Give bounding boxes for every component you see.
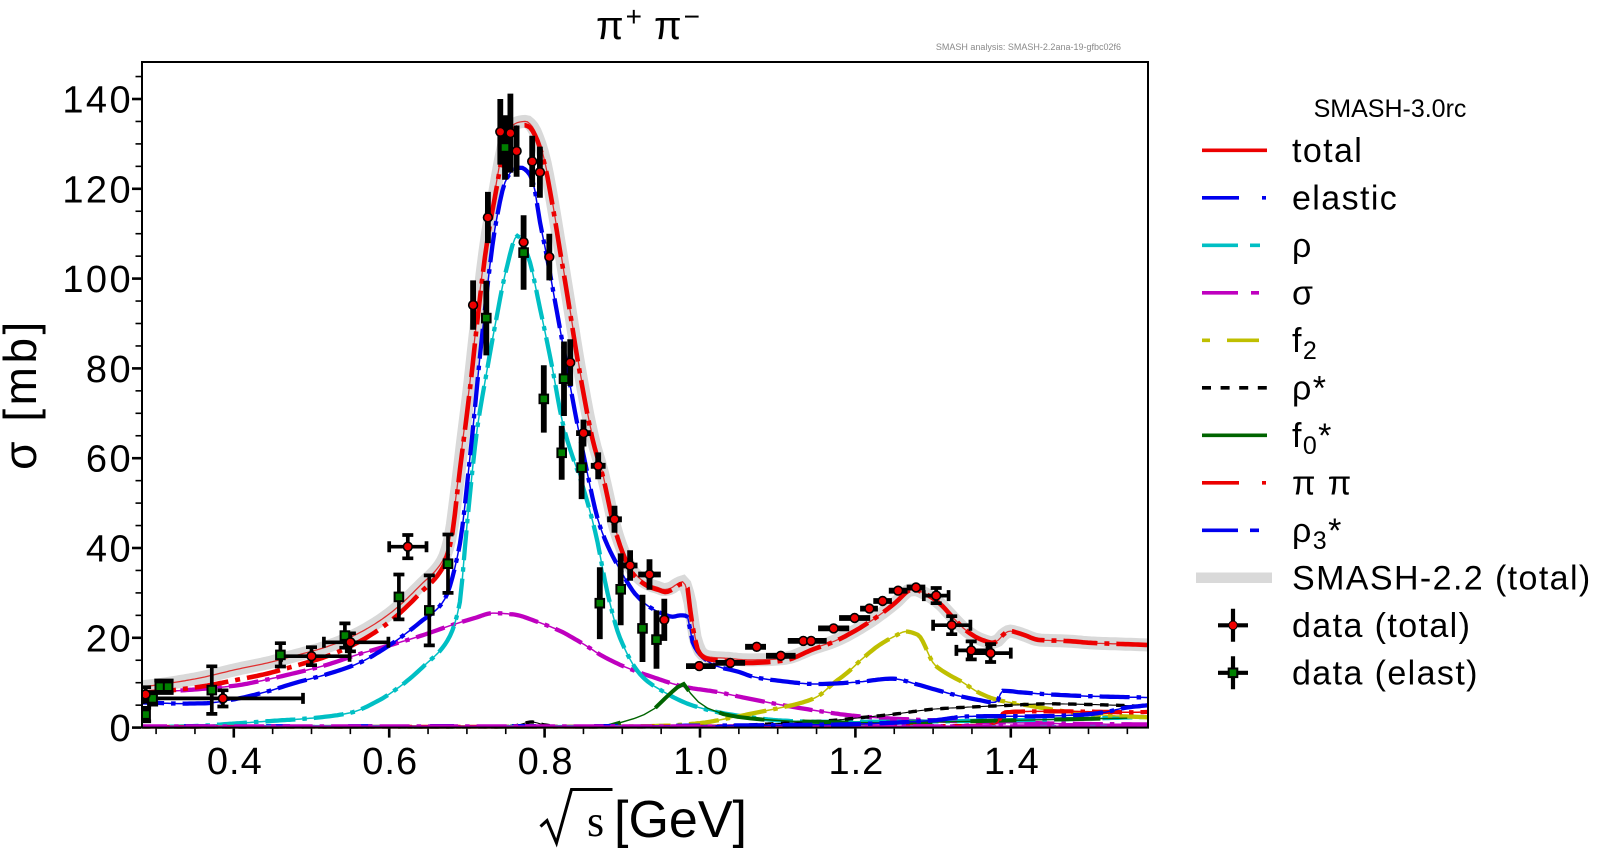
svg-text:0: 0 [109, 708, 133, 750]
svg-text:ρ*: ρ* [1292, 369, 1327, 407]
svg-text:data (total): data (total) [1292, 607, 1471, 645]
svg-text:elastic: elastic [1292, 179, 1398, 217]
svg-text:40: 40 [86, 529, 133, 571]
svg-text:100: 100 [62, 259, 133, 301]
svg-text:140: 140 [62, 80, 133, 122]
svg-text:π π: π π [1292, 464, 1353, 502]
svg-text:80: 80 [86, 349, 133, 391]
svg-text:σ: σ [1292, 274, 1314, 312]
svg-text:SMASH-2.2 (total): SMASH-2.2 (total) [1292, 559, 1592, 597]
svg-text:60: 60 [86, 439, 133, 481]
svg-text:20: 20 [86, 618, 133, 660]
svg-text:0.8: 0.8 [518, 741, 574, 783]
svg-text:1.0: 1.0 [673, 741, 729, 783]
svg-text:SMASH analysis: SMASH-2.2ana-1: SMASH analysis: SMASH-2.2ana-19-gfbc02f6 [936, 42, 1121, 52]
svg-text:1.4: 1.4 [984, 741, 1040, 783]
svg-text:0.4: 0.4 [207, 741, 263, 783]
svg-text:data (elast): data (elast) [1292, 654, 1479, 692]
svg-text:0.6: 0.6 [362, 741, 418, 783]
svg-text:s: s [587, 797, 604, 846]
svg-text:120: 120 [62, 169, 133, 211]
svg-text:1.2: 1.2 [828, 741, 884, 783]
svg-text:σ [mb]: σ [mb] [0, 318, 46, 470]
svg-text:ρ: ρ [1292, 227, 1313, 265]
svg-text:total: total [1292, 132, 1363, 170]
svg-text:[GeV]: [GeV] [614, 791, 747, 849]
svg-text:SMASH-3.0rc: SMASH-3.0rc [1314, 95, 1467, 123]
